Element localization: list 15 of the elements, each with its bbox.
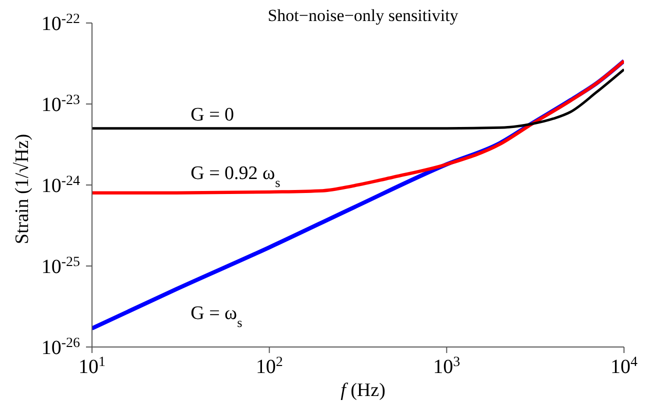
x-tick-label: 10$^{1}$ xyxy=(78,354,106,378)
y-tick-label: 10$^{-23}$ xyxy=(41,92,80,116)
series-label: G = 0 xyxy=(190,104,234,126)
y-tick-label: 10$^{-25}$ xyxy=(41,254,80,278)
y-tick-label: 10$^{-22}$ xyxy=(41,12,80,35)
y-axis-title: Strain (1/√Hz) xyxy=(12,134,33,244)
x-tick-label: 10$^{2}$ xyxy=(256,354,283,378)
x-axis-title: f (Hz) xyxy=(340,380,386,401)
y-tick-label: 10$^{-24}$ xyxy=(41,174,80,197)
chart-title: Shot−noise−only sensitivity xyxy=(268,6,459,25)
x-tick-label: 10$^{4}$ xyxy=(610,354,638,378)
series-label: G = 0.92 ω$_{s}$ xyxy=(190,162,280,190)
x-tick-label: 10$^{3}$ xyxy=(433,354,460,378)
series-label: G = ω$_{s}$ xyxy=(190,303,242,330)
y-tick-label: 10$^{-26}$ xyxy=(41,336,80,359)
